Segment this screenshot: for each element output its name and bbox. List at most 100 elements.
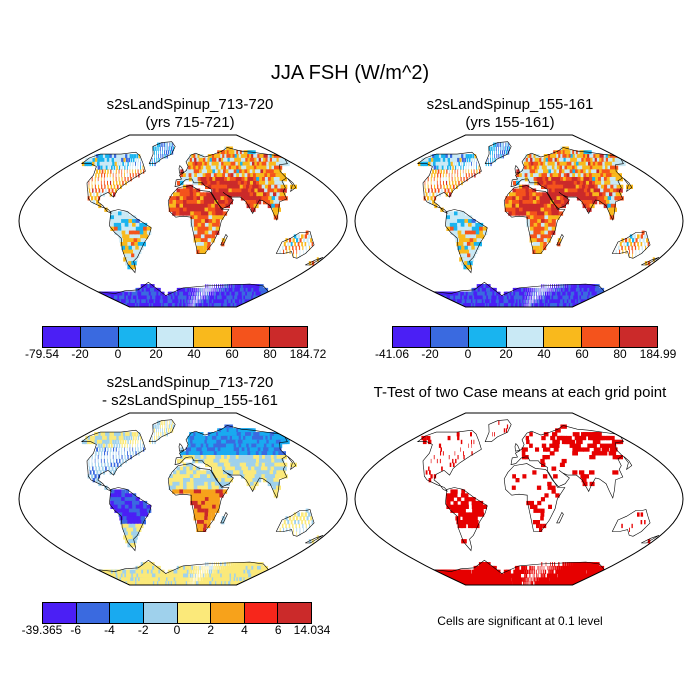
grid-cell (461, 523, 467, 529)
grid-cell (456, 432, 460, 437)
grid-cell (204, 234, 209, 239)
grid-cell (428, 439, 432, 445)
grid-cell (132, 169, 134, 174)
grid-cell (215, 287, 217, 293)
grid-cell (183, 474, 187, 479)
colorbar-tick-label: -39.365 (21, 623, 63, 637)
grid-cell (129, 169, 131, 174)
grid-cell (211, 203, 216, 209)
grid-cell (522, 184, 526, 189)
grid-cell (208, 497, 213, 502)
grid-cell (152, 146, 155, 151)
grid-cell (532, 303, 534, 307)
grid-cell (113, 222, 119, 228)
grid-cell (221, 295, 225, 300)
grid-cell (458, 154, 462, 159)
grid-cell (106, 455, 108, 460)
grid-cell (297, 242, 300, 247)
grid-cell (496, 150, 497, 155)
grid-cell (200, 435, 205, 441)
grid-cell (273, 470, 279, 475)
grid-cell (460, 165, 462, 170)
grid-cell (208, 226, 213, 231)
grid-cell (446, 180, 448, 186)
grid-cell (558, 211, 564, 216)
grid-cell (301, 512, 304, 517)
grid-cell (276, 470, 283, 475)
grid-cell (245, 562, 249, 567)
grid-cell (274, 203, 280, 209)
grid-cell (216, 180, 222, 186)
grid-cell (454, 165, 457, 170)
grid-cell (176, 299, 180, 304)
grid-cell (490, 157, 491, 163)
grid-cell (579, 565, 584, 571)
grid-cell (553, 169, 559, 174)
grid-cell (131, 253, 137, 258)
grid-cell (102, 432, 108, 437)
grid-cell (135, 447, 136, 452)
grid-cell (447, 157, 451, 163)
grid-cell (96, 478, 99, 483)
grid-cell (183, 299, 185, 304)
grid-cell (204, 222, 209, 228)
grid-cell (557, 200, 562, 205)
grid-cell (609, 447, 618, 452)
grid-cell (463, 253, 470, 258)
grid-cell (135, 161, 136, 167)
grid-cell (209, 455, 214, 460)
grid-cell (250, 485, 256, 490)
grid-cell (582, 203, 588, 209)
grid-cell (132, 173, 134, 178)
grid-cell (183, 455, 187, 460)
coastline-newZealand (305, 257, 324, 266)
grid-cell (548, 219, 553, 224)
grid-cell (183, 177, 187, 182)
grid-cell (266, 470, 273, 475)
grid-cell (283, 520, 286, 525)
grid-cell (127, 439, 129, 445)
grid-cell (565, 435, 572, 441)
grid-cell (172, 295, 176, 300)
grid-cell (165, 150, 167, 155)
grid-cell (546, 180, 551, 186)
grid-cell (631, 523, 633, 529)
grid-cell (203, 249, 207, 254)
grid-cell (522, 295, 525, 300)
grid-cell (107, 462, 109, 467)
grid-cell (94, 474, 97, 479)
grid-cell (105, 165, 108, 170)
grid-cell (475, 226, 480, 231)
grid-cell (475, 569, 482, 574)
grid-cell (186, 291, 189, 296)
grid-cell (160, 142, 162, 147)
grid-cell (114, 466, 117, 471)
grid-cell (539, 165, 544, 170)
grid-cell (214, 569, 216, 574)
grid-cell (608, 451, 617, 456)
grid-cell (124, 504, 130, 509)
grid-cell (191, 169, 195, 174)
grid-cell (110, 493, 115, 498)
grid-cell (574, 284, 578, 289)
grid-cell (264, 466, 271, 471)
grid-cell (221, 242, 225, 247)
grid-cell (219, 569, 222, 574)
grid-cell (238, 287, 242, 293)
grid-cell (570, 562, 573, 567)
grid-cell (446, 504, 451, 509)
grid-cell (98, 451, 100, 456)
grid-cell (255, 184, 262, 189)
grid-cell (241, 455, 248, 460)
grid-cell (564, 565, 567, 571)
grid-cell (471, 500, 476, 506)
grid-cell (603, 188, 610, 193)
grid-cell (555, 287, 557, 293)
grid-cell (540, 238, 544, 243)
grid-cell (189, 192, 194, 197)
grid-cell (233, 184, 239, 189)
grid-cell (132, 219, 137, 224)
grid-cell (201, 497, 206, 502)
grid-cell (190, 165, 195, 170)
grid-cell (475, 500, 480, 506)
